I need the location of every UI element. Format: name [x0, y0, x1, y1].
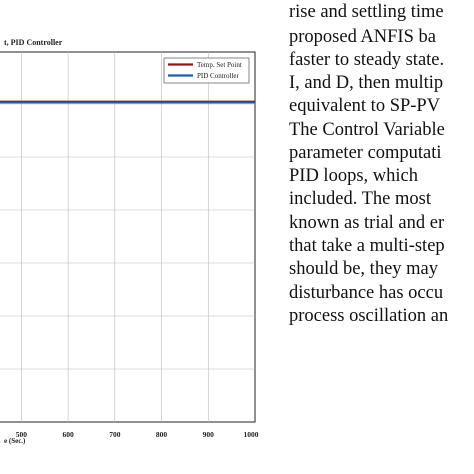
x-tick-label: 500 [16, 430, 28, 439]
body-text-line: proposed ANFIS ba [289, 27, 436, 47]
legend: Temp. Set Point PID Controller [163, 57, 250, 84]
body-text-line: I, and D, then multip [289, 73, 444, 93]
pid-response-chart: t, PID Controller 500 600 700 800 900 1000 Te… [0, 38, 259, 445]
body-text-line: rise and settling time [289, 2, 444, 22]
grid-lines [0, 52, 255, 422]
body-text-line: known as trial and er [289, 213, 445, 233]
x-tick-label: 700 [109, 430, 121, 439]
body-text-line: PID loops, which [289, 166, 418, 186]
x-axis-label: e (Sec.) [4, 437, 26, 445]
body-text-line: process oscillation an [289, 306, 449, 326]
x-tick-label: 1000 [244, 430, 259, 439]
chart-title: t, PID Controller [4, 38, 63, 47]
body-text-line: equivalent to SP-PV [289, 96, 441, 116]
x-tick-labels: 500 600 700 800 900 1000 [16, 430, 259, 439]
legend-box [163, 57, 250, 84]
body-text-line: faster to steady state. [289, 50, 445, 70]
body-text-line: disturbance has occu [289, 283, 444, 303]
body-text-line: The Control Variable [289, 120, 445, 140]
body-text-line: included. The most [289, 189, 431, 209]
figure-panel: t, PID Controller 500 600 700 800 900 1000 Te… [0, 38, 259, 445]
body-text-line: should be, they may [289, 259, 439, 279]
x-tick-label: 600 [62, 430, 74, 439]
body-text-line: parameter computati [289, 143, 442, 163]
legend-label-setpoint: Temp. Set Point [197, 61, 242, 69]
x-tick-label: 900 [203, 430, 215, 439]
series-lines [0, 100, 255, 104]
x-tick-label: 800 [156, 430, 168, 439]
legend-label-pid: PID Controller [197, 72, 239, 80]
plot-area [0, 51, 256, 423]
body-text-column: rise and settling time proposed ANFIS ba f… [289, 0, 474, 474]
body-text-line: that take a multi-step [289, 236, 445, 256]
